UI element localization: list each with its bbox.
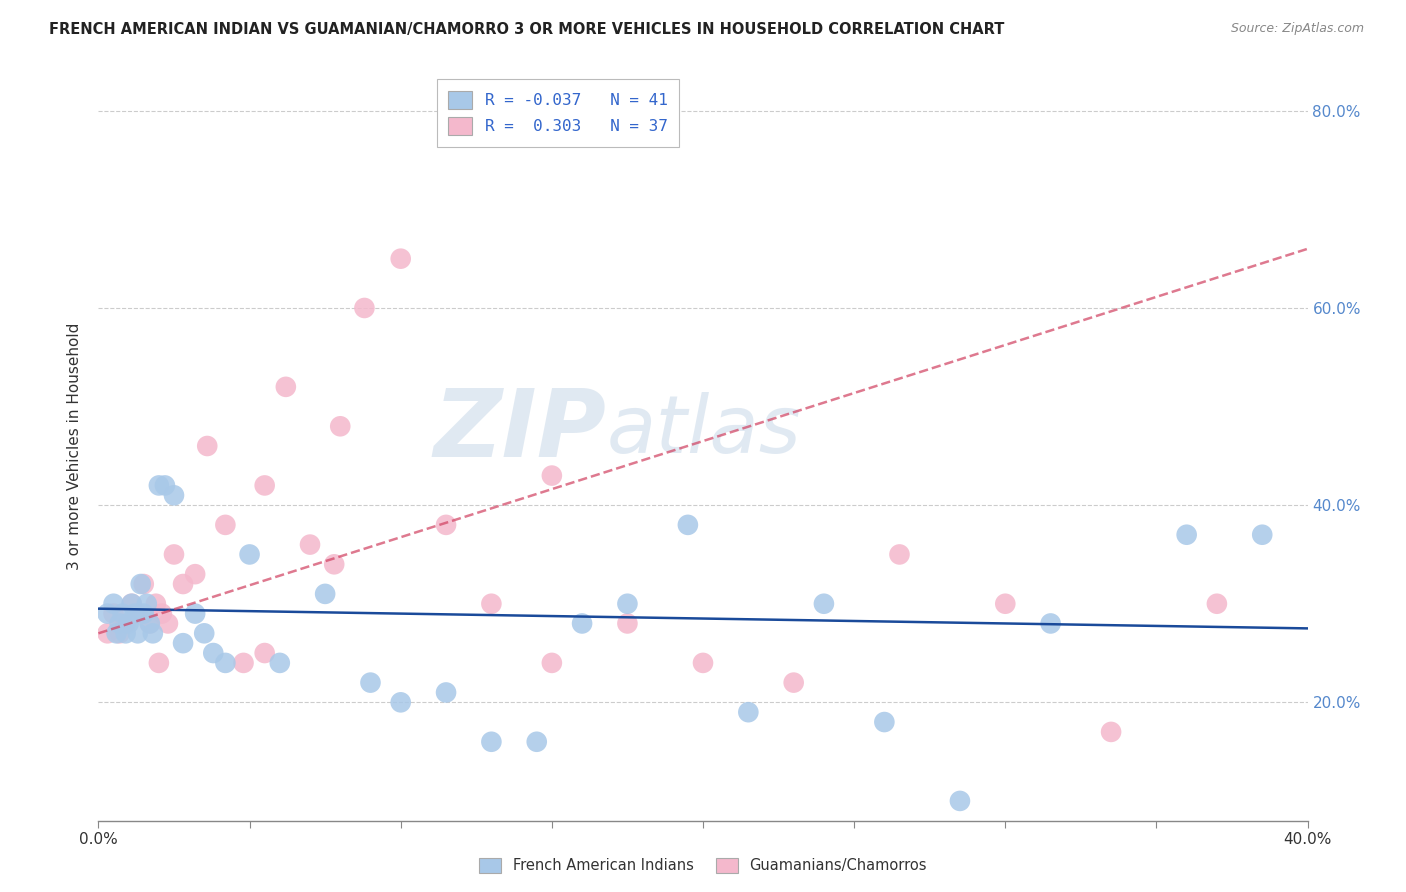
Point [124, 607, 146, 621]
Point [434, 685, 457, 699]
Point [571, 616, 593, 631]
Point [314, 587, 336, 601]
Point [540, 468, 562, 483]
Point [156, 616, 179, 631]
Point [172, 577, 194, 591]
Point [1039, 616, 1062, 631]
Point [114, 626, 136, 640]
Point [389, 252, 412, 266]
Point [274, 380, 297, 394]
Point [616, 597, 638, 611]
Point [121, 597, 143, 611]
Point [108, 626, 131, 640]
Point [114, 616, 136, 631]
Point [172, 636, 194, 650]
Point [353, 301, 375, 315]
Text: ZIP: ZIP [433, 385, 606, 477]
Point [299, 538, 322, 552]
Point [135, 597, 157, 611]
Point [148, 656, 170, 670]
Point [195, 439, 218, 453]
Point [783, 675, 806, 690]
Point [540, 656, 562, 670]
Point [184, 607, 207, 621]
Point [692, 656, 714, 670]
Point [184, 567, 207, 582]
Point [193, 626, 215, 640]
Point [269, 656, 291, 670]
Point [163, 548, 186, 562]
Point [1206, 597, 1229, 611]
Point [994, 597, 1017, 611]
Point [96, 607, 118, 621]
Point [813, 597, 835, 611]
Legend: R = -0.037   N = 41, R =  0.303   N = 37: R = -0.037 N = 41, R = 0.303 N = 37 [437, 79, 679, 146]
Point [239, 548, 262, 562]
Point [103, 607, 125, 621]
Y-axis label: 3 or more Vehicles in Household: 3 or more Vehicles in Household [67, 322, 83, 570]
Point [1251, 527, 1274, 541]
Point [873, 714, 896, 729]
Point [389, 695, 412, 709]
Point [360, 675, 382, 690]
Point [889, 548, 911, 562]
Point [214, 656, 236, 670]
Point [121, 597, 143, 611]
Point [148, 478, 170, 492]
Point [145, 597, 167, 611]
Point [127, 626, 149, 640]
Point [253, 478, 276, 492]
Point [139, 616, 162, 631]
Point [1175, 527, 1198, 541]
Point [129, 577, 152, 591]
Point [1099, 725, 1122, 739]
Point [949, 794, 972, 808]
Point [139, 616, 162, 631]
Point [676, 517, 699, 532]
Point [153, 478, 176, 492]
Point [737, 705, 759, 719]
Point [105, 626, 128, 640]
Point [111, 607, 134, 621]
Point [214, 517, 236, 532]
Point [127, 607, 149, 621]
Point [253, 646, 276, 660]
Point [132, 577, 155, 591]
Point [108, 616, 131, 631]
Point [163, 488, 186, 502]
Point [232, 656, 254, 670]
Point [616, 616, 638, 631]
Point [526, 735, 548, 749]
Point [150, 607, 173, 621]
Point [481, 735, 503, 749]
Point [329, 419, 352, 434]
Point [323, 558, 346, 572]
Point [202, 646, 225, 660]
Text: atlas: atlas [606, 392, 801, 470]
Point [434, 517, 457, 532]
Text: FRENCH AMERICAN INDIAN VS GUAMANIAN/CHAMORRO 3 OR MORE VEHICLES IN HOUSEHOLD COR: FRENCH AMERICAN INDIAN VS GUAMANIAN/CHAM… [49, 22, 1004, 37]
Point [118, 616, 141, 631]
Point [481, 597, 503, 611]
Text: Source: ZipAtlas.com: Source: ZipAtlas.com [1230, 22, 1364, 36]
Point [142, 626, 165, 640]
Point [132, 607, 155, 621]
Point [103, 597, 125, 611]
Point [96, 626, 118, 640]
